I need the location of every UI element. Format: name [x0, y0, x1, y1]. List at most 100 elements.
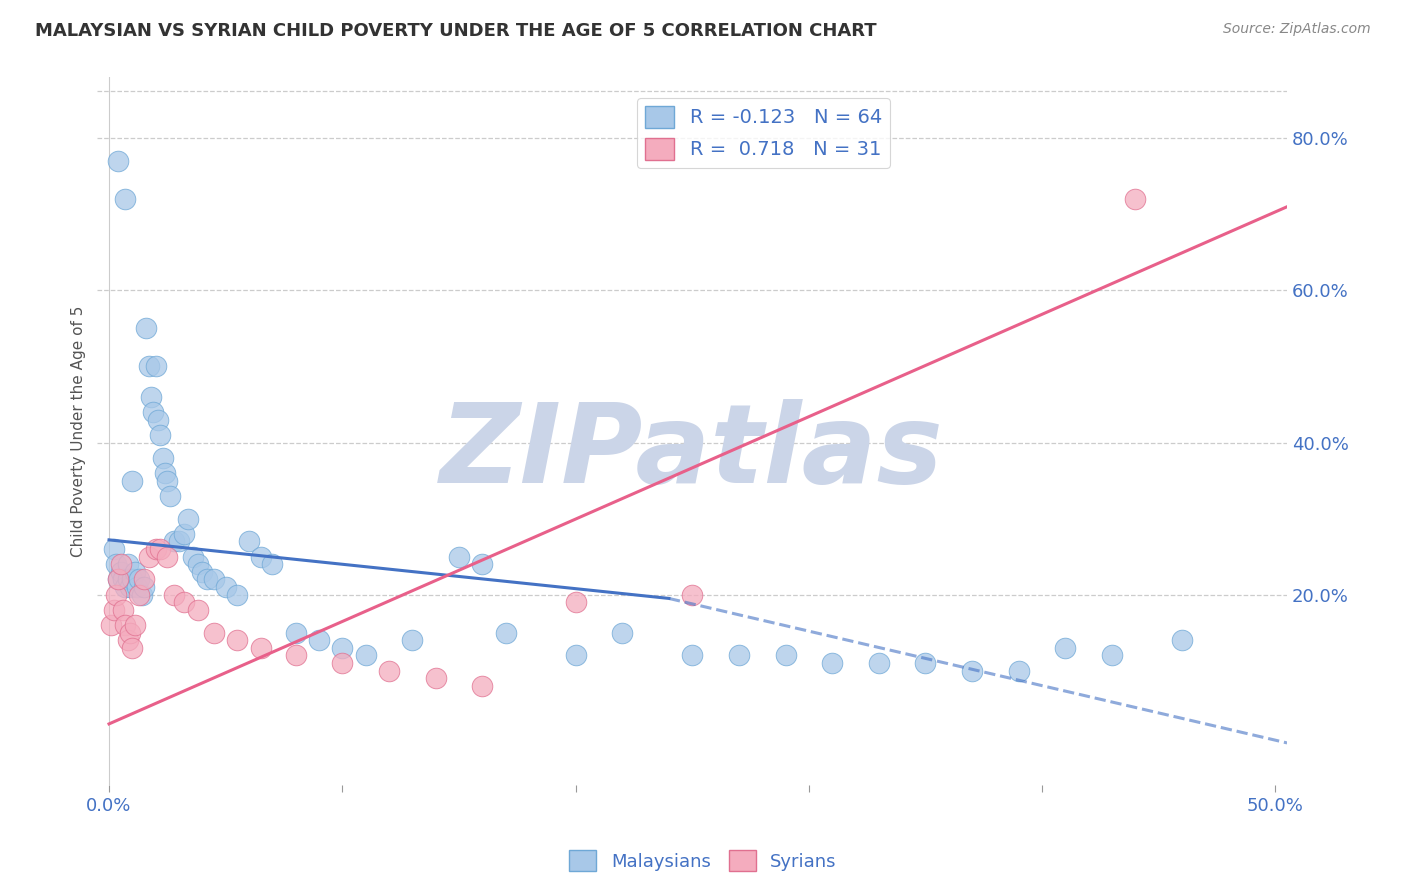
Point: [1171, 633, 1194, 648]
Point: [173, 526, 195, 541]
Point: [495, 625, 517, 640]
Point: [1054, 640, 1077, 655]
Point: [163, 534, 186, 549]
Point: [111, 573, 134, 587]
Point: [156, 474, 179, 488]
Point: [401, 633, 423, 648]
Point: [128, 588, 150, 602]
Point: [125, 580, 148, 594]
Point: [354, 648, 377, 663]
Point: [330, 640, 353, 655]
Point: [1008, 664, 1031, 678]
Point: [173, 595, 195, 609]
Point: [1125, 192, 1147, 206]
Point: [118, 625, 141, 640]
Point: [425, 671, 447, 685]
Point: [124, 565, 146, 579]
Point: [914, 656, 936, 670]
Point: [177, 511, 200, 525]
Point: [202, 625, 225, 640]
Point: [103, 603, 125, 617]
Point: [775, 648, 797, 663]
Point: [249, 549, 271, 564]
Point: [121, 573, 143, 587]
Point: [181, 549, 204, 564]
Point: [612, 625, 634, 640]
Point: [471, 558, 494, 572]
Point: [114, 192, 136, 206]
Point: [191, 565, 214, 579]
Point: [117, 558, 139, 572]
Point: [114, 580, 136, 594]
Point: [1101, 648, 1123, 663]
Point: [214, 580, 236, 594]
Point: [187, 558, 209, 572]
Point: [107, 573, 129, 587]
Point: [308, 633, 330, 648]
Point: [167, 534, 190, 549]
Text: Source: ZipAtlas.com: Source: ZipAtlas.com: [1223, 22, 1371, 37]
Point: [163, 588, 186, 602]
Point: [105, 558, 128, 572]
Point: [110, 565, 132, 579]
Point: [118, 580, 141, 594]
Point: [960, 664, 983, 678]
Point: [262, 558, 284, 572]
Point: [103, 541, 125, 556]
Point: [142, 405, 165, 419]
Point: [564, 648, 586, 663]
Point: [105, 588, 128, 602]
Point: [447, 549, 470, 564]
Point: [156, 549, 179, 564]
Point: [135, 321, 157, 335]
Point: [226, 633, 249, 648]
Point: [564, 595, 586, 609]
Point: [284, 648, 307, 663]
Point: [226, 588, 249, 602]
Point: [681, 648, 703, 663]
Point: [131, 588, 153, 602]
Point: [117, 633, 139, 648]
Point: [107, 154, 129, 169]
Point: [124, 618, 146, 632]
Legend: Malaysians, Syrians: Malaysians, Syrians: [562, 843, 844, 879]
Point: [187, 603, 209, 617]
Point: [139, 390, 162, 404]
Point: [146, 413, 169, 427]
Point: [249, 640, 271, 655]
Point: [149, 428, 172, 442]
Point: [330, 656, 353, 670]
Point: [145, 359, 167, 374]
Point: [107, 573, 129, 587]
Point: [159, 489, 181, 503]
Point: [821, 656, 844, 670]
Point: [132, 580, 155, 594]
Text: MALAYSIAN VS SYRIAN CHILD POVERTY UNDER THE AGE OF 5 CORRELATION CHART: MALAYSIAN VS SYRIAN CHILD POVERTY UNDER …: [35, 22, 877, 40]
Point: [121, 474, 143, 488]
Point: [152, 450, 174, 465]
Point: [128, 573, 150, 587]
Point: [100, 618, 122, 632]
Point: [728, 648, 751, 663]
Point: [471, 679, 494, 693]
Point: [110, 558, 132, 572]
Point: [132, 573, 155, 587]
Point: [138, 359, 160, 374]
Point: [117, 573, 139, 587]
Point: [868, 656, 890, 670]
Point: [153, 466, 176, 480]
Point: [121, 640, 143, 655]
Point: [138, 549, 160, 564]
Point: [145, 541, 167, 556]
Point: [111, 603, 134, 617]
Point: [202, 573, 225, 587]
Legend: R = -0.123   N = 64, R =  0.718   N = 31: R = -0.123 N = 64, R = 0.718 N = 31: [637, 98, 890, 168]
Text: ZIPatlas: ZIPatlas: [440, 399, 943, 506]
Point: [378, 664, 401, 678]
Y-axis label: Child Poverty Under the Age of 5: Child Poverty Under the Age of 5: [72, 305, 86, 557]
Point: [238, 534, 260, 549]
Point: [114, 618, 136, 632]
Point: [681, 588, 703, 602]
Point: [149, 541, 172, 556]
Point: [284, 625, 307, 640]
